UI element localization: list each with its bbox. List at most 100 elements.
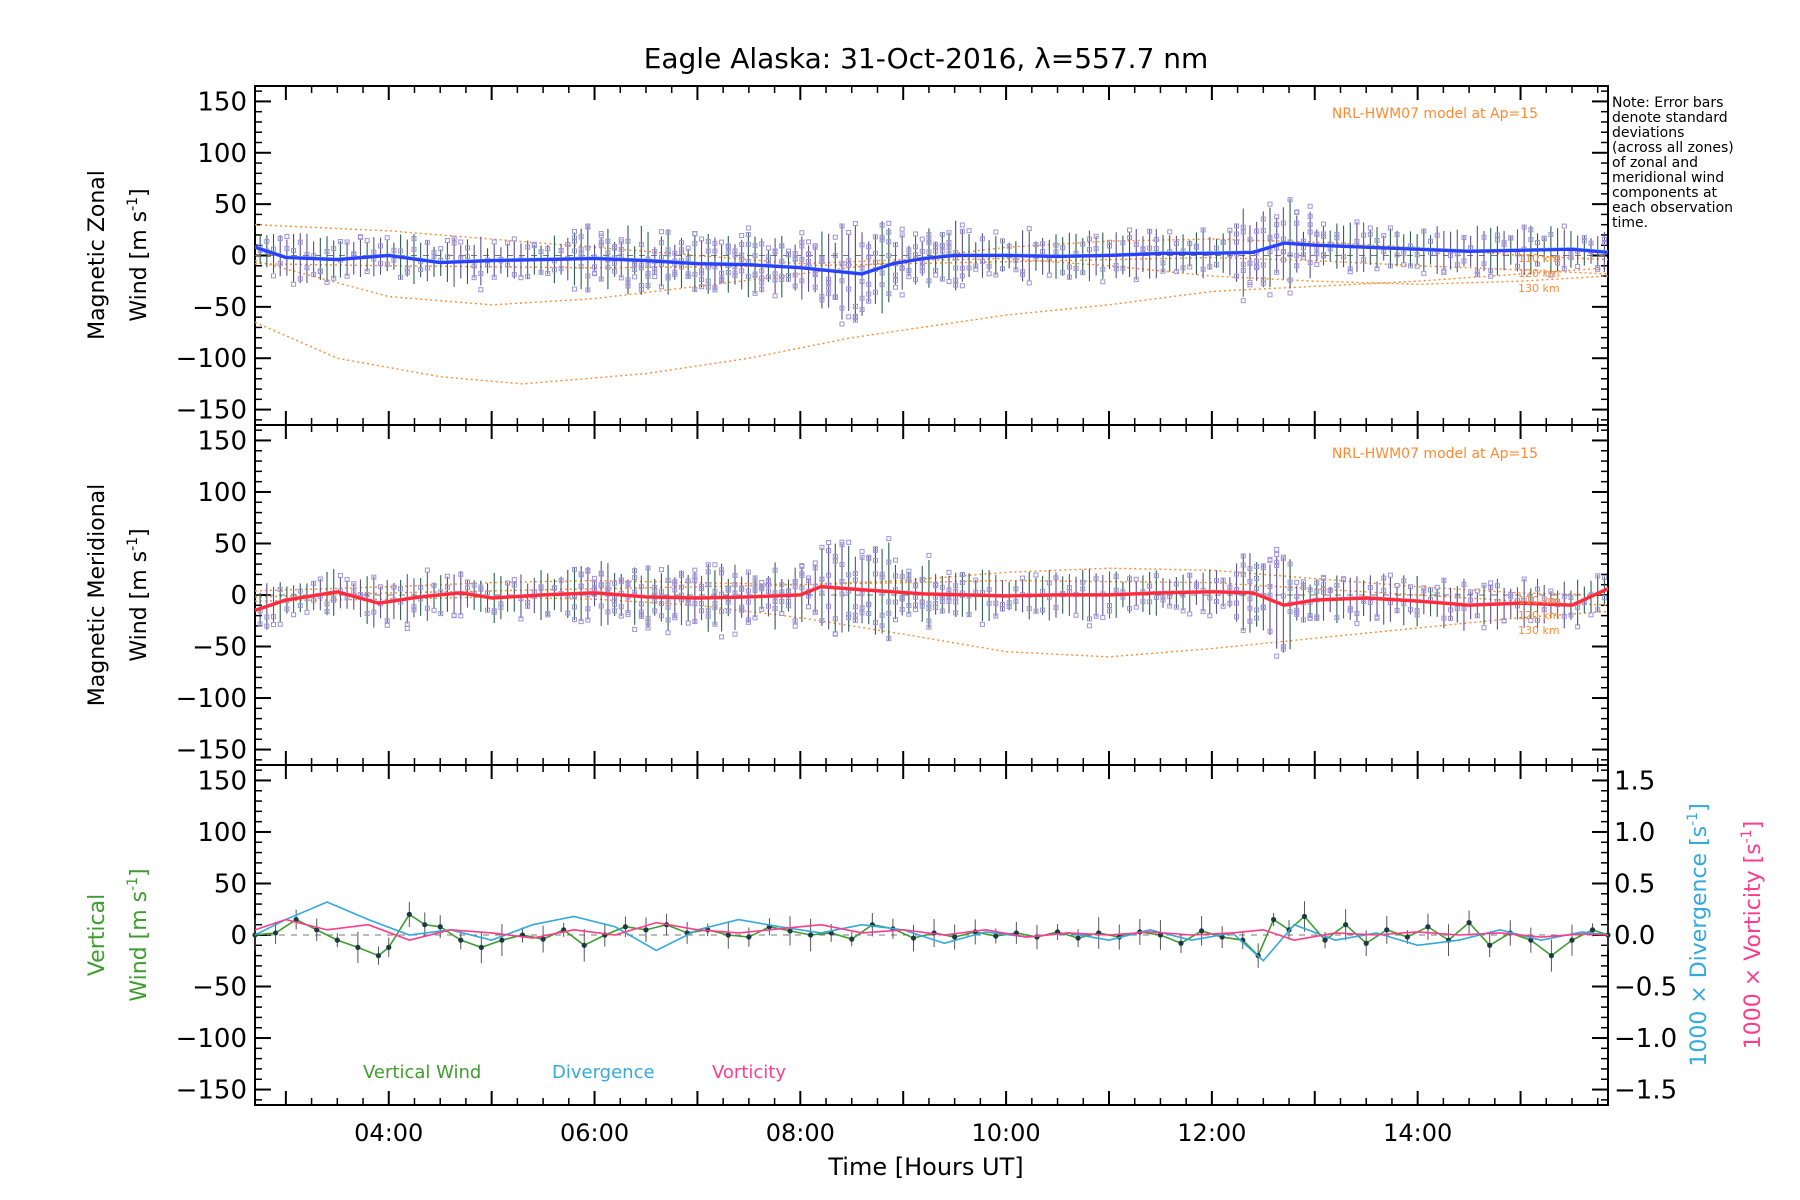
zone-sample xyxy=(866,291,872,297)
zone-sample xyxy=(1267,234,1273,240)
zone-sample xyxy=(846,539,852,545)
zone-sample xyxy=(819,617,825,623)
zone-sample xyxy=(1314,615,1320,621)
zone-sample xyxy=(1127,605,1133,611)
y-tick-label: −150 xyxy=(176,396,247,426)
zone-sample xyxy=(1341,254,1347,260)
zone-sample xyxy=(886,559,892,565)
zone-sample xyxy=(939,243,945,249)
zone-sample xyxy=(872,250,878,256)
note-line: Note: Error bars xyxy=(1612,95,1724,111)
zone-sample xyxy=(752,587,758,593)
zone-sample xyxy=(1367,231,1373,237)
zone-sample xyxy=(1106,243,1112,249)
zone-sample xyxy=(799,243,805,249)
zone-sample xyxy=(1287,579,1293,585)
zone-sample xyxy=(378,261,384,267)
zone-sample xyxy=(812,244,818,250)
zone-sample xyxy=(886,253,892,259)
zone-sample xyxy=(1260,565,1266,571)
zone-sample xyxy=(1247,566,1253,572)
zone-sample xyxy=(759,286,765,292)
vertical-wind-point xyxy=(1466,920,1472,926)
zone-sample xyxy=(1153,237,1159,243)
zone-sample xyxy=(371,609,377,615)
zone-sample xyxy=(906,268,912,274)
zone-sample xyxy=(1140,247,1146,253)
zone-sample xyxy=(973,266,979,272)
zone-sample xyxy=(886,239,892,245)
zone-sample xyxy=(1093,613,1099,619)
zone-sample xyxy=(839,321,845,327)
zone-sample xyxy=(478,271,484,277)
zone-sample xyxy=(872,546,878,552)
zone-sample xyxy=(892,557,898,563)
zone-sample xyxy=(759,275,765,281)
zone-sample xyxy=(364,269,370,275)
zone-sample xyxy=(1133,241,1139,247)
zone-sample xyxy=(612,608,618,614)
zone-sample xyxy=(792,283,798,289)
zone-sample xyxy=(699,284,705,290)
vertical-wind-point xyxy=(952,934,958,940)
zone-sample xyxy=(812,284,818,290)
zone-sample xyxy=(699,268,705,274)
zone-sample xyxy=(1441,577,1447,583)
zone-sample xyxy=(264,614,270,620)
zone-sample xyxy=(391,584,397,590)
zone-sample xyxy=(1561,593,1567,599)
zone-sample xyxy=(712,562,718,568)
zone-sample xyxy=(271,614,277,620)
zone-sample xyxy=(926,606,932,612)
zone-sample xyxy=(638,286,644,292)
zone-sample xyxy=(652,608,658,614)
vertical-ylabel-line1: Vertical xyxy=(85,894,110,976)
zone-sample xyxy=(953,610,959,616)
zone-sample xyxy=(337,572,343,578)
zone-sample xyxy=(645,270,651,276)
zone-sample xyxy=(678,240,684,246)
zone-sample xyxy=(384,618,390,624)
zonal-alt-label-110: 110 km xyxy=(1518,252,1560,265)
y-tick-label: 100 xyxy=(197,478,247,508)
zone-sample xyxy=(946,569,952,575)
zone-sample xyxy=(1287,290,1293,296)
zone-sample xyxy=(1086,247,1092,253)
divergence-right-label: 1000 × Divergence [s-1] xyxy=(1685,803,1712,1066)
zone-sample xyxy=(431,607,437,613)
zone-sample xyxy=(1595,266,1601,272)
zone-sample xyxy=(933,581,939,587)
zone-sample xyxy=(879,623,885,629)
zone-sample xyxy=(946,587,952,593)
y-tick-label: 150 xyxy=(197,87,247,117)
zone-sample xyxy=(1521,576,1527,582)
zone-sample xyxy=(1394,232,1400,238)
vertical-wind-point xyxy=(725,932,731,938)
zone-sample xyxy=(1247,260,1253,266)
zone-sample xyxy=(1167,603,1173,609)
zone-sample xyxy=(745,588,751,594)
zone-sample xyxy=(705,608,711,614)
zone-sample xyxy=(1073,265,1079,271)
note-line: (across all zones) xyxy=(1612,140,1734,156)
zone-sample xyxy=(1481,625,1487,631)
zone-sample xyxy=(678,570,684,576)
zone-sample xyxy=(1267,592,1273,598)
zone-sample xyxy=(979,258,985,264)
zone-sample xyxy=(1234,614,1240,620)
zone-sample xyxy=(1454,605,1460,611)
zone-sample xyxy=(1468,589,1474,595)
zone-sample xyxy=(485,262,491,268)
zone-sample xyxy=(806,604,812,610)
y-tick-label: −150 xyxy=(176,736,247,766)
zone-sample xyxy=(1160,594,1166,600)
zone-sample xyxy=(953,277,959,283)
zone-sample xyxy=(1535,261,1541,267)
zone-sample xyxy=(1528,237,1534,243)
zone-sample xyxy=(1066,585,1072,591)
zone-sample xyxy=(765,274,771,280)
zone-sample xyxy=(953,583,959,589)
zone-sample xyxy=(1240,571,1246,577)
zone-sample xyxy=(531,241,537,247)
zone-sample xyxy=(772,293,778,299)
